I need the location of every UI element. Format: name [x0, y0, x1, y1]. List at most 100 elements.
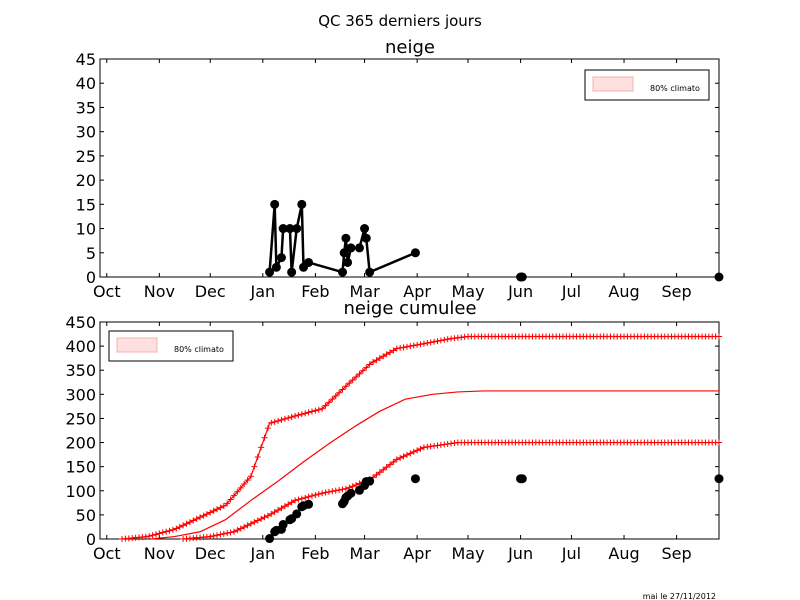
climato-lower-marker: [258, 515, 265, 522]
climato-lower-marker: [207, 533, 214, 540]
climato-upper-marker: [261, 434, 268, 441]
y-tick-label: 0: [86, 530, 96, 549]
observed-point: [292, 224, 302, 234]
climato-lower-marker: [264, 512, 271, 519]
climato-lower-marker: [312, 491, 319, 498]
climato-upper-marker: [336, 389, 343, 396]
plot-frame: [99, 321, 720, 540]
climato-lower-marker: [305, 493, 312, 500]
y-tick-label: 30: [76, 123, 96, 142]
x-tick-label: Apr: [403, 544, 431, 563]
observed-point: [265, 534, 275, 544]
climato-lower-marker: [325, 488, 332, 495]
climato-upper-marker: [227, 496, 234, 503]
climato-lower-marker: [285, 501, 292, 508]
climato-lower-marker: [227, 529, 234, 536]
climato-lower-marker: [244, 522, 251, 529]
climato-upper-marker: [251, 463, 258, 470]
climato-upper-marker: [271, 418, 278, 425]
observed-point: [361, 233, 371, 243]
climato-upper-marker: [298, 411, 305, 418]
observed-point: [271, 262, 281, 272]
climato-upper-marker: [329, 396, 336, 403]
x-tick-label: Dec: [195, 282, 226, 301]
climato-upper-marker: [380, 353, 387, 360]
climato-upper-marker: [414, 341, 421, 348]
climato-lower-marker: [322, 489, 329, 496]
climato-upper-marker: [142, 533, 149, 540]
climato-upper-marker: [444, 336, 451, 343]
climato-upper-marker: [308, 408, 315, 415]
climato-lower-marker: [407, 450, 414, 457]
climato-lower-marker: [400, 453, 407, 460]
climato-lower-marker: [410, 448, 417, 455]
footer-text: mai le 27/11/2012: [643, 592, 716, 600]
climato-upper-marker: [417, 341, 424, 348]
climato-upper-marker: [176, 523, 183, 530]
x-tick-label: May: [451, 544, 484, 563]
climato-upper-marker: [424, 340, 431, 347]
y-tick-label: 45: [76, 50, 96, 69]
climato-lower-marker: [342, 485, 349, 492]
climato-lower-marker: [353, 481, 360, 488]
climato-upper-marker: [322, 402, 329, 409]
climato-lower-marker: [319, 490, 326, 497]
climato-lower-marker: [230, 528, 237, 535]
climato-lower-marker: [247, 520, 254, 527]
climato-upper-marker: [180, 522, 187, 529]
x-tick-label: Jan: [249, 282, 275, 301]
climato-upper-marker: [373, 357, 380, 364]
x-tick-label: Dec: [195, 544, 226, 563]
climato-upper-marker: [166, 527, 173, 534]
y-tick-label: 25: [76, 147, 96, 166]
y-tick-label: 15: [76, 195, 96, 214]
plot-frame: [99, 58, 720, 278]
observed-point: [346, 488, 356, 498]
x-tick-label: Jul: [561, 282, 581, 301]
observed-point: [714, 272, 724, 282]
climato-upper-marker: [264, 425, 271, 432]
climato-upper-marker: [230, 492, 237, 499]
climato-lower-marker: [220, 530, 227, 537]
climato-lower-marker: [308, 492, 315, 499]
climato-upper-marker: [400, 344, 407, 351]
climato-upper-marker: [325, 399, 332, 406]
climato-lower-marker: [339, 486, 346, 493]
climato-lower-marker: [288, 499, 295, 506]
climato-upper-marker: [386, 349, 393, 356]
climato-upper-marker: [716, 333, 722, 340]
y-tick-label: 0: [86, 268, 96, 287]
observed-point: [410, 474, 420, 484]
observed-point: [270, 199, 280, 209]
x-tick-label: Oct: [93, 544, 121, 563]
climato-lower-marker: [390, 459, 397, 466]
climato-upper-marker: [353, 373, 360, 380]
climato-upper-marker: [186, 519, 193, 526]
climato-lower-marker: [271, 508, 278, 515]
climato-upper-marker: [268, 419, 275, 426]
x-tick-label: Apr: [403, 282, 431, 301]
observed-point: [304, 499, 314, 509]
x-tick-label: May: [451, 282, 484, 301]
climato-upper-marker: [159, 529, 166, 536]
climato-upper-marker: [370, 359, 377, 366]
climato-lower-marker: [278, 505, 285, 512]
climato-upper-marker: [200, 512, 207, 519]
climato-upper-marker: [312, 407, 319, 414]
observed-point: [285, 224, 295, 234]
observed-point: [341, 233, 351, 243]
climato-upper-marker: [163, 528, 170, 535]
climato-upper-marker: [152, 531, 159, 538]
y-tick-label: 35: [76, 98, 96, 117]
climato-lower-marker: [295, 496, 302, 503]
climato-upper-marker: [295, 412, 302, 419]
observed-point: [365, 476, 375, 486]
climato-upper-marker: [275, 417, 282, 424]
climato-lower-marker: [386, 461, 393, 468]
climato-upper-marker: [220, 503, 227, 510]
climato-lower-marker: [268, 510, 275, 517]
y-tick-label: 150: [65, 458, 96, 477]
legend-label: 80% climato: [174, 345, 224, 354]
climato-upper-marker: [434, 338, 441, 345]
